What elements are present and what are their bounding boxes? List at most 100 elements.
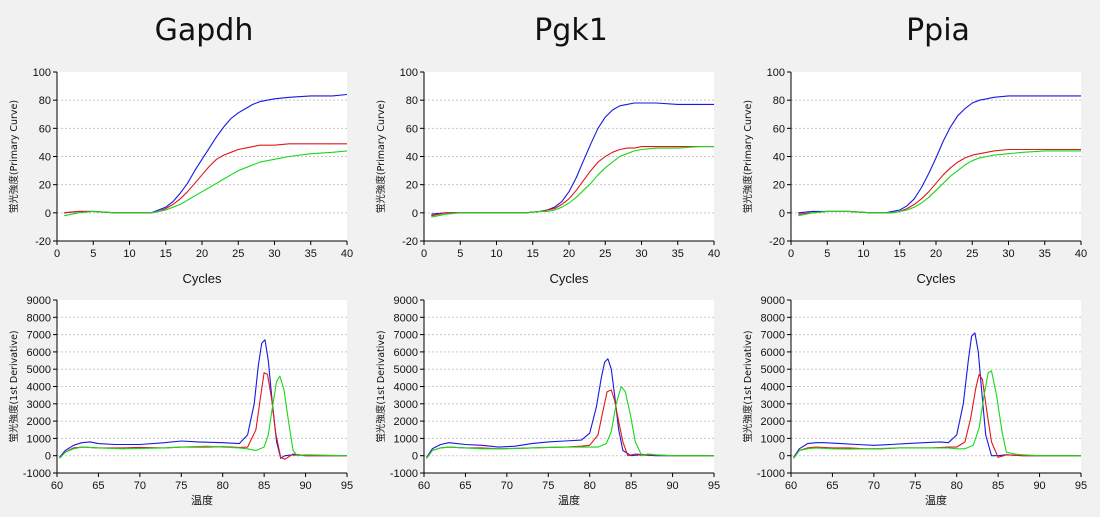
x-tick-label: 95 [1075,480,1087,492]
y-tick-label: 100 [767,67,785,79]
y-tick-label: 40 [773,152,785,164]
x-tick-label: 60 [785,480,797,492]
x-tick-label: 40 [341,248,353,260]
y-tick-label: 0 [45,208,51,220]
y-tick-label: 100 [400,67,418,79]
chart-panel-4: -1000 0 1000 2000 3000 4000 5000 6000 7000 8000 90… [8,295,353,507]
y-tick-label: 60 [773,123,785,135]
x-axis-label: 温度 [558,493,580,507]
y-tick-label: 8000 [761,312,785,324]
y-tick-label: 0 [412,208,418,220]
y-tick-label: -20 [769,236,785,248]
y-tick-label: 3000 [394,399,418,411]
x-tick-label: 90 [666,480,678,492]
chart-panel-5: -1000 0 1000 2000 3000 4000 5000 6000 7000 8000 90… [375,295,720,507]
y-tick-label: 1000 [394,433,418,445]
y-tick-label: 80 [406,95,418,107]
y-tick-label: 1000 [761,433,785,445]
y-tick-label: 8000 [27,312,51,324]
x-tick-label: 20 [563,248,575,260]
x-axis-label: 温度 [925,493,947,507]
x-tick-label: 5 [90,248,96,260]
y-tick-label: 2000 [27,416,51,428]
x-tick-label: 70 [501,480,513,492]
y-tick-label: 20 [773,180,785,192]
y-tick-label: 7000 [761,330,785,342]
y-tick-label: 5000 [27,364,51,376]
chart-panel-6: -1000 0 1000 2000 3000 4000 5000 6000 7000 8000 90… [742,295,1087,507]
x-tick-label: 65 [92,480,104,492]
y-tick-label: 0 [779,208,785,220]
x-tick-label: 10 [857,248,869,260]
x-tick-label: 30 [1002,248,1014,260]
y-axis-label: 蛍光強度(Primary Curve) [375,100,387,213]
y-tick-label: 9000 [27,295,51,307]
y-axis-label: 蛍光強度(1st Derivative) [8,330,20,442]
y-tick-label: 7000 [27,330,51,342]
y-tick-label: 40 [39,152,51,164]
chart-title: Pgk1 [534,13,608,48]
y-tick-label: -20 [402,236,418,248]
x-axis-label: 温度 [191,493,213,507]
chart-title: Ppia [906,13,970,48]
x-tick-label: 35 [672,248,684,260]
y-tick-label: 3000 [27,399,51,411]
series-line-green [426,385,714,459]
x-tick-label: 65 [826,480,838,492]
x-tick-label: 35 [1039,248,1051,260]
y-tick-label: 100 [33,67,51,79]
x-tick-label: 40 [1075,248,1087,260]
x-tick-label: 70 [868,480,880,492]
x-tick-label: 10 [123,248,135,260]
series-line-blue [793,332,1081,458]
x-tick-label: 95 [341,480,353,492]
series-line-blue [426,358,714,458]
series-line-green [793,370,1081,459]
x-tick-label: 20 [196,248,208,260]
y-tick-label: 3000 [761,399,785,411]
y-tick-label: 7000 [394,330,418,342]
x-tick-label: 10 [490,248,502,260]
x-tick-label: 60 [51,480,63,492]
x-tick-label: 90 [299,480,311,492]
x-tick-label: 25 [232,248,244,260]
x-tick-label: 25 [599,248,611,260]
y-tick-label: 60 [39,123,51,135]
y-tick-label: 0 [779,451,785,463]
y-tick-label: 2000 [761,416,785,428]
x-axis-label: Cycles [549,271,589,286]
series-line-green [59,375,347,459]
x-tick-label: 30 [635,248,647,260]
x-tick-label: 75 [542,480,554,492]
y-tick-label: 0 [45,451,51,463]
x-tick-label: 90 [1033,480,1045,492]
y-tick-label: 6000 [394,347,418,359]
x-tick-label: 0 [421,248,427,260]
x-tick-label: 5 [824,248,830,260]
y-axis-label: 蛍光強度(Primary Curve) [8,100,20,213]
x-axis-label: Cycles [916,271,956,286]
x-tick-label: 5 [457,248,463,260]
y-tick-label: 40 [406,152,418,164]
y-tick-label: 4000 [27,382,51,394]
x-tick-label: 65 [459,480,471,492]
y-tick-label: 0 [412,451,418,463]
y-tick-label: -1000 [23,468,51,480]
x-tick-label: 0 [788,248,794,260]
x-tick-label: 85 [258,480,270,492]
y-tick-label: -1000 [390,468,418,480]
x-tick-label: 60 [418,480,430,492]
x-tick-label: 25 [966,248,978,260]
y-axis-label: 蛍光強度(1st Derivative) [742,330,754,442]
x-tick-label: 40 [708,248,720,260]
y-tick-label: 80 [39,95,51,107]
x-tick-label: 15 [160,248,172,260]
series-line-green [64,150,347,217]
y-tick-label: 20 [39,180,51,192]
y-tick-label: 80 [773,95,785,107]
x-tick-label: 85 [625,480,637,492]
x-tick-label: 80 [951,480,963,492]
series-line-green [798,150,1081,217]
